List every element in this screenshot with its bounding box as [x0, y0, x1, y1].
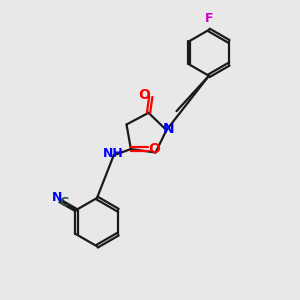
Text: F: F	[205, 12, 213, 26]
Text: N: N	[52, 191, 62, 204]
Text: C: C	[59, 196, 68, 209]
Text: O: O	[148, 142, 160, 156]
Text: NH: NH	[103, 147, 124, 160]
Text: N: N	[163, 122, 175, 136]
Text: O: O	[138, 88, 150, 102]
